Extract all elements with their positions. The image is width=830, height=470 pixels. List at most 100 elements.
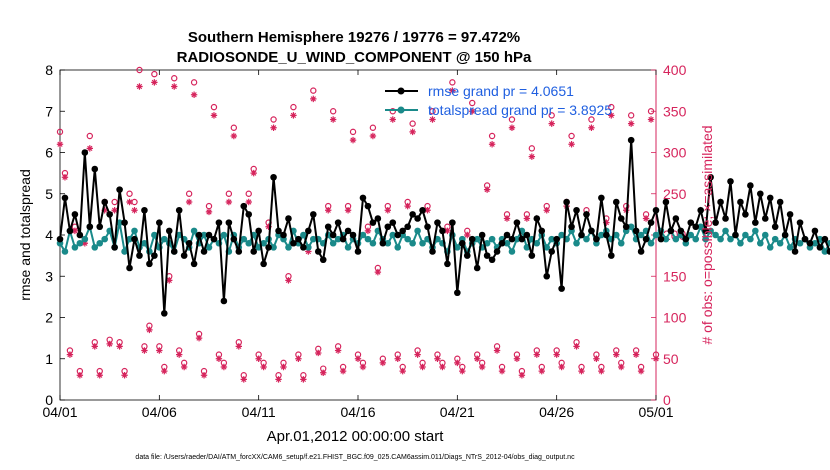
totalspread-point bbox=[558, 231, 565, 239]
rmse-point bbox=[339, 235, 347, 243]
rmse-point bbox=[801, 235, 809, 243]
totalspread-point bbox=[151, 231, 158, 239]
rmse-point bbox=[126, 264, 133, 272]
totalspread-point bbox=[737, 239, 744, 247]
obs-possible-point bbox=[349, 128, 357, 136]
totalspread-point bbox=[598, 231, 605, 239]
totalspread-point bbox=[757, 239, 764, 247]
totalspread-point bbox=[727, 235, 734, 243]
rmse-point bbox=[146, 260, 153, 268]
rmse-point bbox=[578, 231, 585, 239]
rmse-point bbox=[111, 244, 118, 251]
left-tick-label: 8 bbox=[45, 62, 53, 78]
totalspread-point bbox=[96, 239, 104, 247]
totalspread-point bbox=[394, 244, 402, 251]
totalspread-point bbox=[652, 231, 660, 239]
obs-possible-point bbox=[627, 112, 635, 119]
left-tick-label: 6 bbox=[45, 145, 53, 161]
rmse-point bbox=[588, 227, 595, 235]
obs-possible-point bbox=[409, 120, 416, 127]
obs-assimilated-point bbox=[394, 355, 401, 362]
rmse-point bbox=[444, 260, 451, 268]
obs-assimilated-point bbox=[593, 355, 600, 362]
rmse-point bbox=[86, 223, 94, 231]
rmse-point bbox=[359, 194, 367, 202]
rmse-point bbox=[165, 227, 173, 235]
obs-assimilated-point bbox=[573, 343, 580, 350]
rmse-point bbox=[523, 231, 531, 239]
legend-spread-marker bbox=[397, 106, 405, 114]
rmse-point bbox=[245, 211, 253, 218]
totalspread-point bbox=[285, 244, 292, 251]
rmse-point bbox=[488, 256, 496, 264]
totalspread-point bbox=[121, 248, 128, 255]
totalspread-point bbox=[488, 235, 496, 243]
rmse-point bbox=[786, 211, 794, 218]
rmse-point bbox=[334, 219, 342, 226]
obs-assimilated-point bbox=[240, 376, 247, 383]
totalspread-point bbox=[761, 231, 769, 239]
rmse-point bbox=[91, 165, 99, 173]
obs-assimilated-point bbox=[190, 91, 198, 98]
rmse-point bbox=[647, 219, 655, 226]
obs-assimilated-point bbox=[235, 343, 242, 350]
totalspread-point bbox=[722, 227, 729, 235]
totalspread-point bbox=[310, 235, 317, 243]
totalspread-point bbox=[627, 223, 635, 231]
rmse-point bbox=[161, 310, 168, 317]
x-tick-label: 04/26 bbox=[539, 404, 574, 420]
rmse-point bbox=[747, 182, 754, 189]
rmse-point bbox=[424, 223, 431, 231]
rmse-point bbox=[344, 227, 352, 235]
obs-assimilated-point bbox=[384, 207, 391, 214]
obs-assimilated-point bbox=[493, 347, 501, 354]
obs-assimilated-point bbox=[632, 351, 640, 358]
rmse-point bbox=[434, 219, 441, 226]
obs-assimilated-point bbox=[310, 95, 317, 103]
rmse-point bbox=[71, 211, 79, 218]
obs-assimilated-point bbox=[578, 367, 585, 375]
rmse-point bbox=[101, 198, 108, 206]
obs-assimilated-point bbox=[454, 359, 461, 367]
obs-assimilated-point bbox=[474, 355, 481, 362]
obs-assimilated-point bbox=[533, 351, 540, 358]
left-tick-label: 3 bbox=[45, 268, 53, 284]
left-tick-label: 4 bbox=[45, 227, 53, 243]
rmse-point bbox=[771, 223, 779, 231]
obs-assimilated-point bbox=[374, 268, 382, 276]
obs-assimilated-point bbox=[295, 355, 302, 362]
obs-assimilated-point bbox=[215, 355, 223, 362]
totalspread-point bbox=[116, 219, 123, 226]
rmse-point bbox=[265, 244, 272, 251]
obs-assimilated-point bbox=[300, 376, 307, 383]
x-tick-label: 04/06 bbox=[142, 404, 177, 420]
rmse-point bbox=[364, 202, 372, 210]
rmse-point bbox=[394, 231, 402, 239]
rmse-point bbox=[612, 198, 620, 206]
right-axis-label: # of obs: o=possible; ×=assimilated bbox=[699, 125, 715, 344]
totalspread-point bbox=[687, 231, 695, 239]
legend-rmse-label: rmse grand pr = 4.0651 bbox=[428, 83, 574, 99]
obs-assimilated-point bbox=[424, 207, 431, 214]
obs-assimilated-point bbox=[354, 355, 362, 362]
totalspread-point bbox=[300, 231, 307, 239]
obs-possible-point bbox=[86, 132, 94, 140]
right-tick-label: 400 bbox=[663, 62, 687, 78]
obs-assimilated-point bbox=[359, 363, 367, 371]
rmse-point bbox=[305, 227, 312, 235]
rmse-point bbox=[225, 219, 233, 226]
rmse-point bbox=[96, 223, 104, 231]
rmse-point bbox=[56, 235, 64, 243]
rmse-point bbox=[250, 248, 257, 255]
rmse-point bbox=[538, 227, 546, 235]
obs-possible-point bbox=[568, 132, 575, 140]
rmse-point bbox=[816, 244, 824, 251]
obs-assimilated-point bbox=[146, 326, 153, 334]
obs-assimilated-point bbox=[434, 355, 441, 362]
x-tick-label: 04/01 bbox=[42, 404, 77, 420]
obs-assimilated-point bbox=[166, 277, 173, 284]
rmse-point bbox=[310, 211, 317, 218]
obs-assimilated-point bbox=[414, 351, 421, 358]
rmse-point bbox=[170, 248, 178, 255]
rmse-point bbox=[677, 227, 685, 235]
